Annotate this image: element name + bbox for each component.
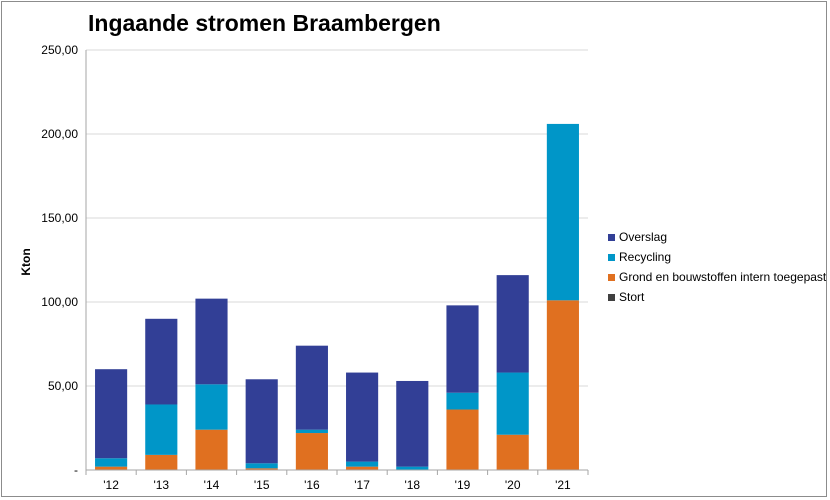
bar-segment [95, 369, 128, 459]
x-tick-label: '12 [103, 478, 119, 492]
bar-segment [446, 392, 479, 410]
legend-swatch [608, 274, 615, 281]
x-tick-label: '20 [505, 478, 521, 492]
y-tick-label: 100,00 [41, 295, 78, 309]
bar-segment [346, 461, 379, 467]
legend-label: Stort [619, 290, 645, 304]
x-tick-label: '13 [153, 478, 169, 492]
bar-segment [245, 468, 278, 470]
y-tick-label: 250,00 [41, 43, 78, 57]
y-tick-label: 50,00 [48, 379, 78, 393]
x-tick-labels: '12 '13 '14 '15 '16 '17 '18 '19 '20 '21 [103, 478, 571, 492]
y-tick-label: - [74, 463, 78, 477]
legend: Overslag Recycling Grond en bouwstoffen in… [608, 230, 827, 304]
bar-segment [346, 372, 379, 462]
bar-segment [346, 466, 379, 470]
bar-segment [295, 429, 328, 434]
legend-swatch [608, 254, 615, 261]
legend-swatch [608, 294, 615, 301]
bar-segment [95, 466, 128, 470]
x-tick-label: '21 [555, 478, 571, 492]
bar-segment [546, 300, 579, 470]
bar-segment [245, 463, 278, 469]
bar-segment [295, 345, 328, 430]
axes [85, 50, 589, 475]
bar-segment [195, 429, 228, 470]
bar-segment [195, 298, 228, 385]
x-tick-label: '15 [254, 478, 270, 492]
bars [95, 123, 579, 470]
bar-segment [145, 404, 178, 455]
x-tick-label: '17 [354, 478, 370, 492]
legend-label: Recycling [619, 250, 671, 264]
bar-segment [95, 458, 128, 467]
x-tick-label: '19 [455, 478, 471, 492]
x-tick-label: '16 [304, 478, 320, 492]
legend-label: Overslag [619, 230, 667, 244]
legend-swatch [608, 234, 615, 241]
bar-segment [396, 380, 429, 467]
bar-segment [446, 409, 479, 470]
bar-segment [195, 384, 228, 430]
x-tick-label: '14 [204, 478, 220, 492]
y-tick-label: 150,00 [41, 211, 78, 225]
bar-segment [496, 434, 529, 470]
bar-segment [145, 454, 178, 470]
bar-segment [546, 123, 579, 301]
bar-segment [496, 372, 529, 435]
bar-segment [145, 318, 178, 405]
legend-label: Grond en bouwstoffen intern toegepast [619, 270, 827, 284]
bar-segment [295, 433, 328, 470]
y-axis-label: Kton [19, 248, 33, 275]
y-tick-labels: - 50,00 100,00 150,00 200,00 250,00 [41, 43, 78, 477]
bar-segment [496, 275, 529, 373]
bar-segment [396, 466, 429, 470]
chart-title: Ingaande stromen Braambergen [88, 10, 441, 36]
x-tick-label: '18 [404, 478, 420, 492]
y-tick-label: 200,00 [41, 127, 78, 141]
bar-segment [446, 305, 479, 393]
bar-segment [245, 379, 278, 464]
